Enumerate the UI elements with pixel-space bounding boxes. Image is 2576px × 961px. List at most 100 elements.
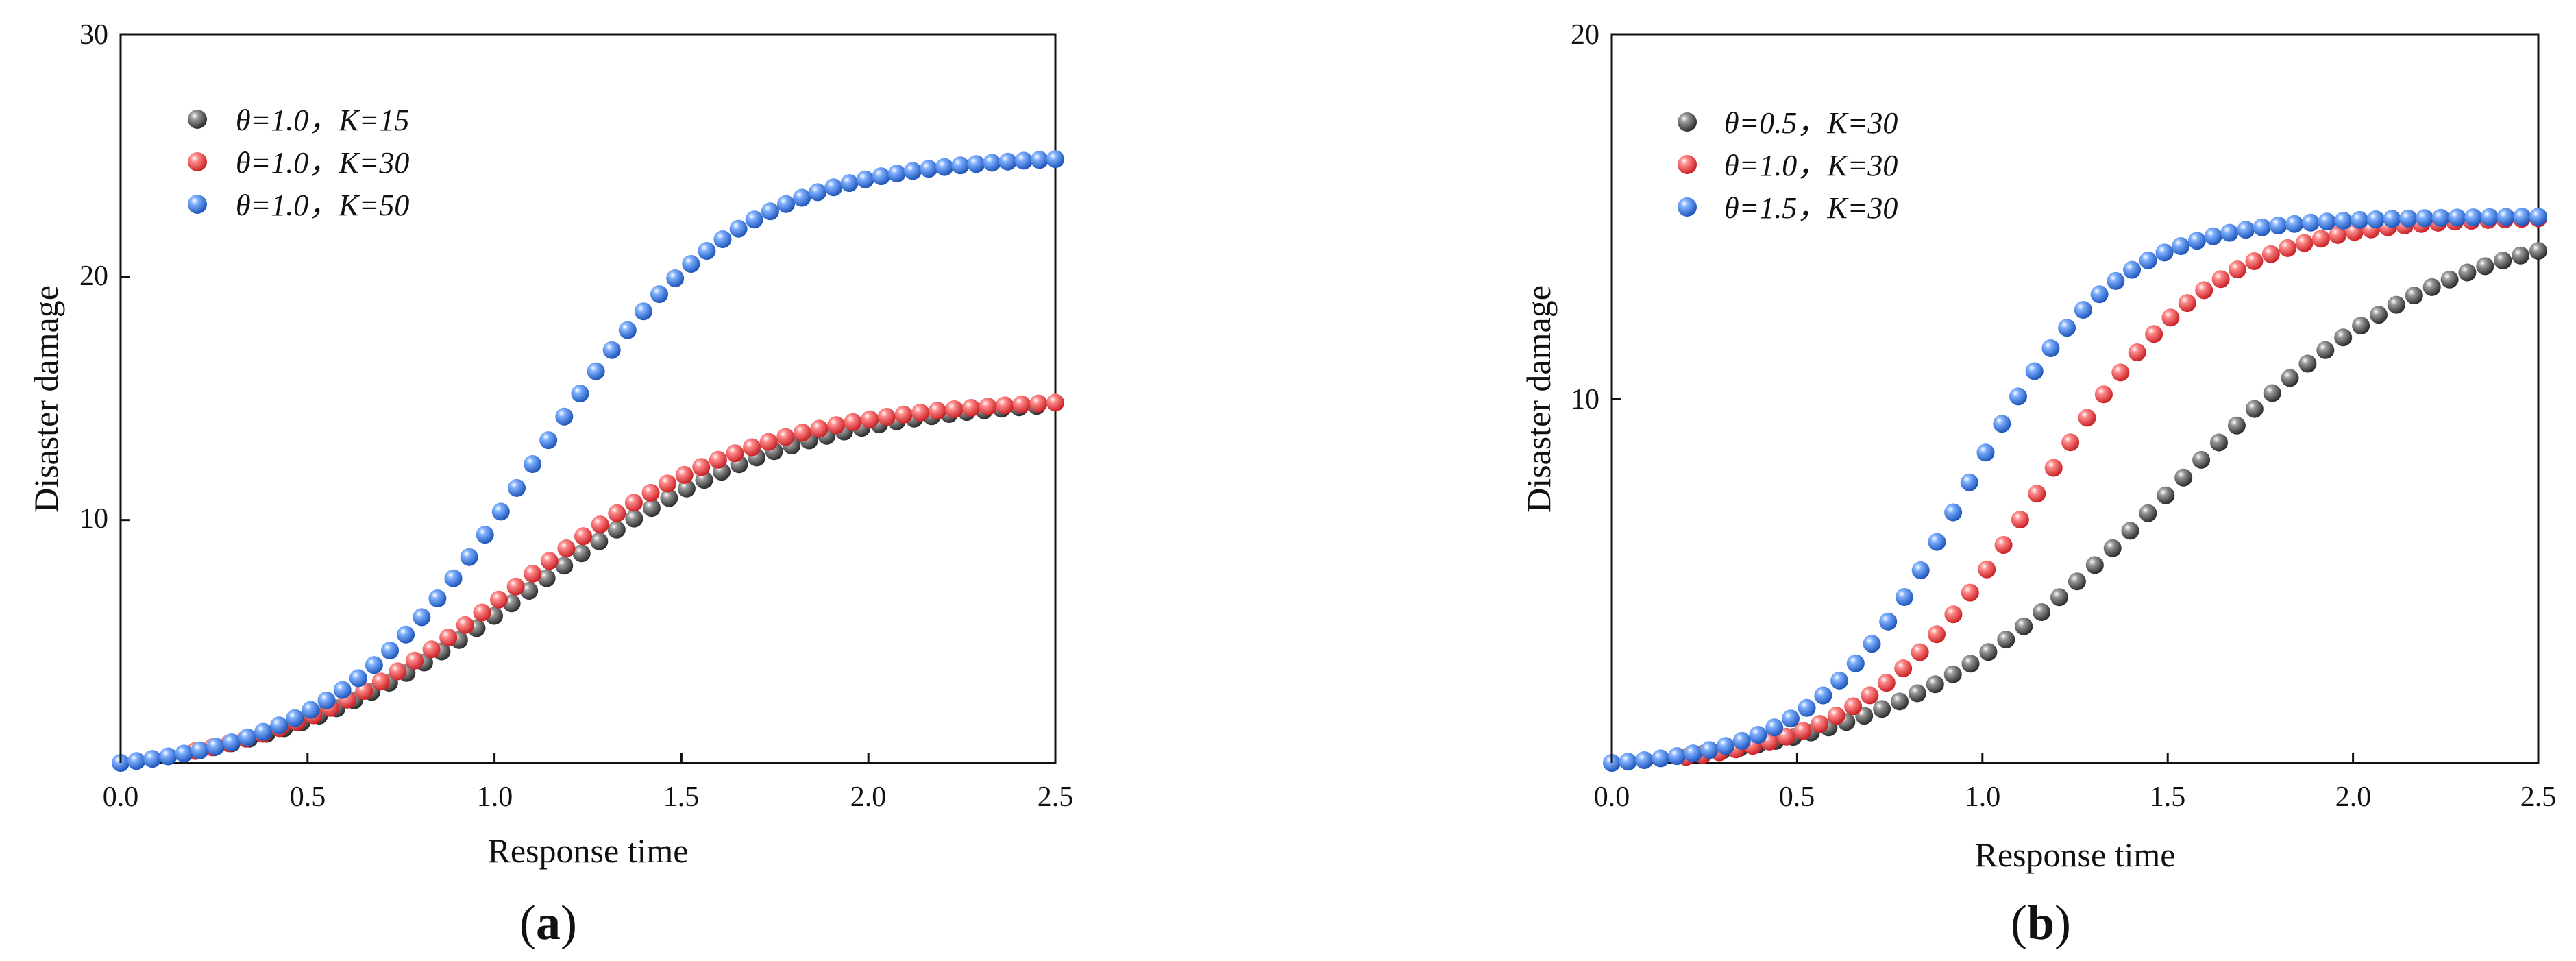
data-point	[642, 499, 661, 518]
data-point	[967, 155, 985, 173]
data-point	[2220, 223, 2239, 242]
data-point	[2187, 232, 2206, 250]
data-point	[2195, 281, 2213, 300]
data-point	[2015, 617, 2033, 635]
data-point	[206, 738, 225, 756]
data-point	[1976, 443, 1995, 462]
legend-entry: θ=1.5，K=30	[1724, 191, 1898, 225]
data-point	[539, 431, 558, 450]
data-point	[945, 400, 964, 418]
data-point	[1700, 741, 1719, 759]
panel-label: (a)	[519, 895, 577, 950]
data-point	[175, 744, 193, 763]
data-point	[1635, 751, 1654, 769]
data-point	[254, 722, 273, 741]
data-point	[2237, 221, 2255, 239]
data-point	[666, 269, 685, 287]
data-point	[2161, 308, 2180, 327]
data-point	[2025, 362, 2044, 380]
data-point	[608, 504, 626, 522]
data-point	[2123, 260, 2141, 279]
data-point	[1014, 151, 1033, 170]
data-point	[2366, 210, 2385, 228]
data-point	[920, 160, 938, 178]
data-point	[2210, 433, 2228, 452]
data-point	[2121, 522, 2139, 540]
data-point	[389, 662, 407, 681]
data-point	[911, 403, 930, 422]
data-point	[634, 302, 652, 321]
data-point	[2103, 539, 2122, 557]
data-point	[1827, 707, 1845, 725]
y-tick-label: 30	[79, 19, 108, 51]
x-tick-label: 0.0	[1594, 781, 1630, 813]
data-point	[365, 656, 383, 674]
data-point	[709, 450, 727, 469]
data-point	[1046, 393, 1064, 412]
data-point	[1961, 655, 1980, 673]
data-point	[2172, 237, 2190, 255]
legend-marker	[1678, 197, 1697, 217]
legend-entry: θ=0.5，K=30	[1724, 106, 1898, 140]
data-point	[2311, 230, 2330, 248]
data-point	[726, 444, 744, 463]
data-point	[2204, 227, 2222, 245]
data-point	[894, 405, 913, 424]
data-point	[607, 520, 626, 539]
chart-b: 0.0 0.5 1.0 1.5 2.0 2.5 10 20 Response t…	[1519, 19, 2556, 950]
data-point	[1619, 753, 1637, 771]
data-point	[827, 416, 846, 435]
data-point	[2128, 343, 2146, 361]
data-point	[537, 569, 556, 587]
chart-a: 0.0 0.5 1.0 1.5 2.0 2.5 10 20 30 Respons…	[27, 19, 1073, 950]
data-point	[809, 183, 827, 202]
data-point	[2245, 400, 2264, 418]
data-point	[1994, 536, 2013, 554]
data-point	[2295, 234, 2314, 252]
data-point	[381, 642, 399, 659]
x-tick-label: 2.5	[1038, 781, 1074, 813]
data-point	[2529, 208, 2547, 226]
data-point	[2090, 285, 2109, 304]
data-point	[2352, 317, 2370, 335]
y-axis-label: Disaster damage	[27, 285, 65, 513]
data-point	[682, 255, 700, 273]
data-point	[397, 625, 415, 644]
data-point	[1012, 395, 1031, 413]
data-point	[1978, 560, 1996, 579]
data-point	[625, 509, 643, 528]
data-point	[2111, 363, 2130, 382]
data-point	[2370, 306, 2388, 324]
data-point	[571, 385, 589, 403]
data-point	[2155, 243, 2174, 262]
y-tick-label: 10	[1571, 384, 1599, 415]
data-point	[1877, 674, 1896, 692]
data-point	[1811, 715, 1829, 733]
legend: θ=1.0，K=15 θ=1.0，K=30 θ=1.0，K=50	[188, 104, 409, 222]
data-point	[2061, 433, 2080, 452]
data-point	[793, 424, 811, 442]
data-points	[1603, 208, 2547, 772]
data-point	[810, 419, 829, 438]
data-point	[996, 396, 1014, 415]
data-point	[2245, 252, 2264, 270]
legend-marker	[188, 152, 207, 171]
data-point	[413, 608, 431, 627]
data-point	[2464, 208, 2483, 227]
data-point	[2139, 504, 2157, 522]
data-point	[1652, 749, 1670, 768]
legend-entry: θ=1.0，K=30	[236, 146, 409, 180]
x-axis-ticks: 0.0 0.5 1.0 1.5 2.0 2.5	[103, 781, 1074, 813]
data-point	[1928, 625, 1946, 644]
data-point	[1830, 671, 1849, 690]
data-point	[903, 162, 922, 180]
data-point	[1928, 533, 1946, 551]
data-point	[2334, 328, 2353, 347]
data-point	[2431, 208, 2450, 227]
data-point	[540, 552, 559, 570]
data-point	[557, 539, 576, 557]
data-point	[935, 158, 954, 176]
legend-entry: θ=1.0，K=15	[236, 104, 409, 137]
data-point	[1765, 718, 1784, 737]
data-point	[460, 548, 478, 566]
